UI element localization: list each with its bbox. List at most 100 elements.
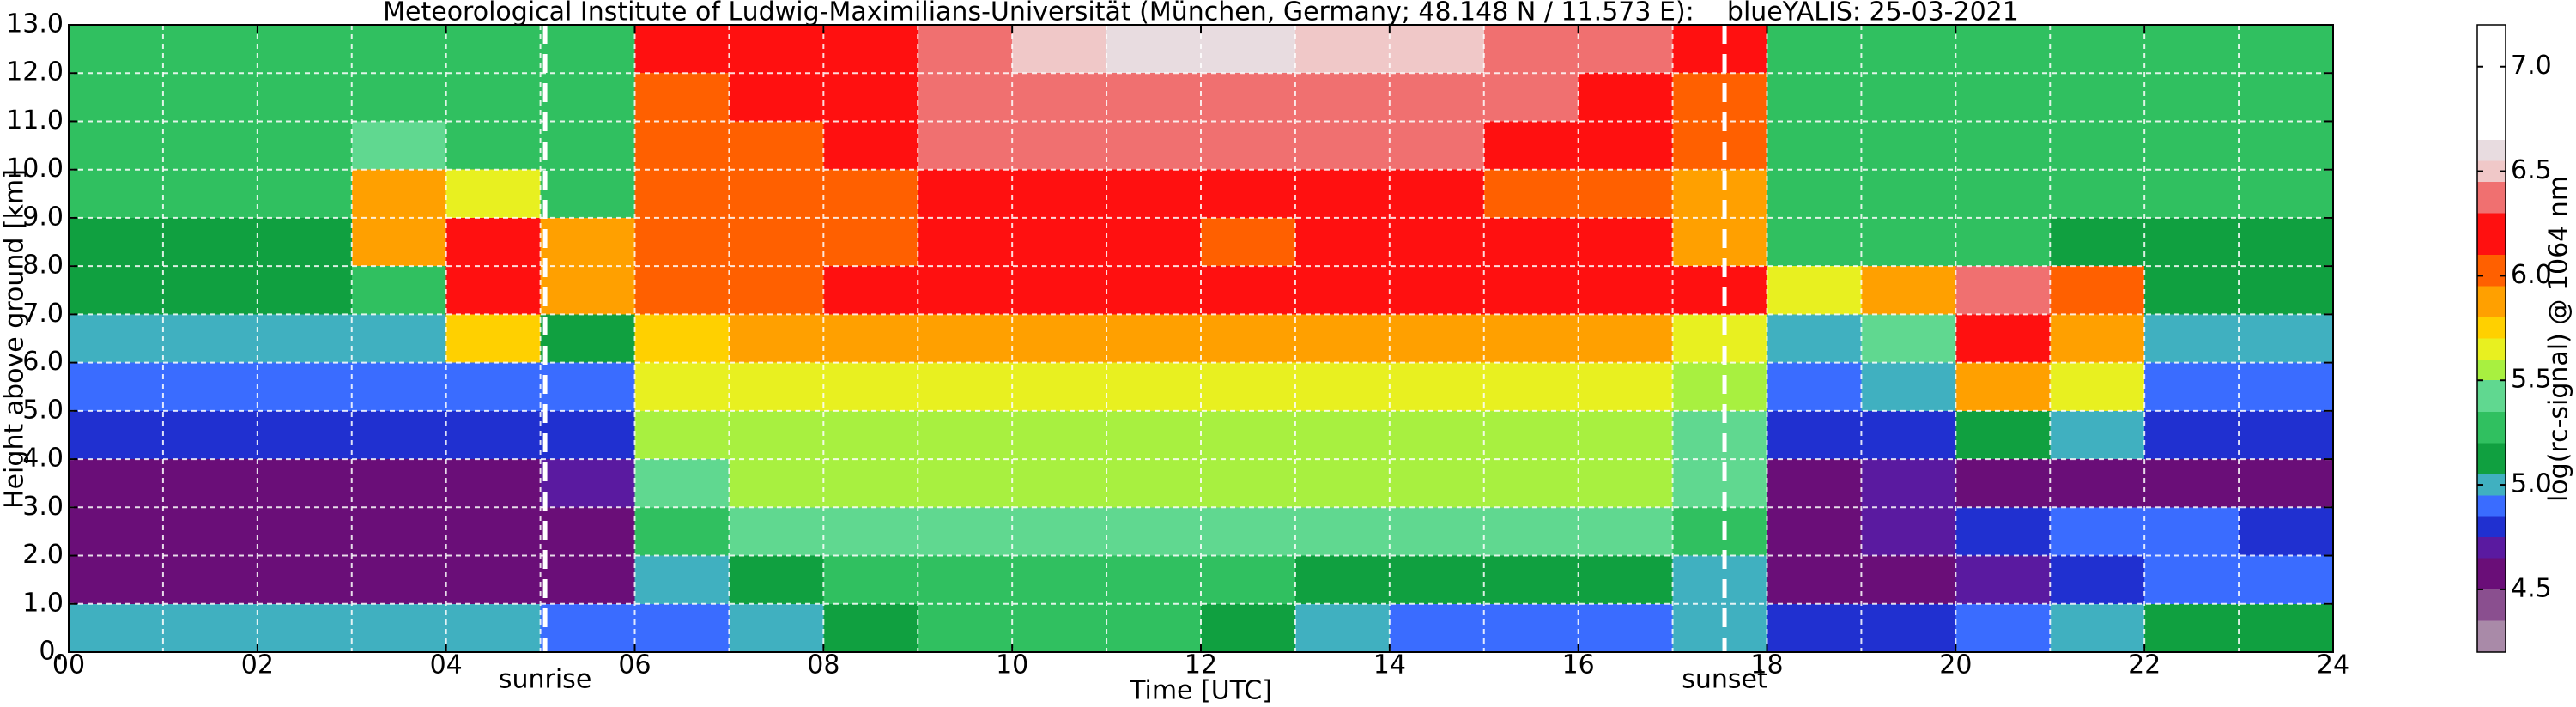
- heatmap-cell: [540, 459, 635, 508]
- heatmap-cell: [1201, 121, 1295, 170]
- heatmap-cell: [1672, 603, 1767, 652]
- heatmap-cell: [823, 169, 918, 218]
- heatmap-cell: [351, 217, 446, 267]
- heatmap-cell: [69, 169, 163, 218]
- heatmap-cell: [1483, 217, 1579, 267]
- heatmap-cell: [729, 362, 824, 411]
- heatmap-cell: [1578, 73, 1673, 122]
- heatmap-cell: [1201, 507, 1295, 556]
- colorbar-segment: [2477, 255, 2506, 287]
- heatmap-cell: [257, 410, 352, 460]
- heatmap-cell: [1106, 73, 1201, 122]
- heatmap-cell: [729, 121, 824, 170]
- heatmap-cell: [1106, 121, 1201, 170]
- heatmap-cell: [1767, 507, 1862, 556]
- heatmap-cell: [1012, 507, 1107, 556]
- heatmap-cell: [1294, 169, 1390, 218]
- heatmap-cell: [1955, 73, 2051, 122]
- heatmap-cell: [1767, 266, 1862, 315]
- heatmap-cell: [1483, 362, 1579, 411]
- heatmap-cell: [1389, 25, 1484, 74]
- heatmap-cell: [918, 266, 1013, 315]
- heatmap-cell: [1672, 73, 1767, 122]
- heatmap-cell: [445, 603, 541, 652]
- heatmap-cell: [1672, 314, 1767, 363]
- heatmap-cell: [1955, 410, 2051, 460]
- heatmap-cell: [1955, 266, 2051, 315]
- y-tick-label: 2.0: [22, 540, 64, 570]
- heatmap-cell: [445, 410, 541, 460]
- heatmap-cell: [918, 459, 1013, 508]
- y-tick-label: 8.0: [22, 251, 64, 281]
- heatmap-cell: [2144, 25, 2240, 74]
- heatmap-cell: [540, 73, 635, 122]
- heatmap-cell: [1106, 410, 1201, 460]
- heatmap-cell: [351, 603, 446, 652]
- y-axis-label: Height above ground [km]: [0, 169, 30, 509]
- heatmap-cell: [1012, 25, 1107, 74]
- heatmap-cell: [1012, 555, 1107, 604]
- heatmap-cell: [2239, 266, 2333, 315]
- heatmap-cell: [2144, 410, 2240, 460]
- colorbar-segment: [2477, 380, 2506, 412]
- heatmap-cell: [729, 266, 824, 315]
- heatmap-cell: [1012, 121, 1107, 170]
- x-tick-label: 20: [1939, 650, 1972, 680]
- heatmap-cell: [1106, 169, 1201, 218]
- heatmap-cell: [2050, 507, 2145, 556]
- heatmap-cell: [823, 217, 918, 267]
- heatmap-cell: [918, 217, 1013, 267]
- heatmap-cell: [1389, 603, 1484, 652]
- heatmap-cell: [1578, 266, 1673, 315]
- heatmap-cell: [2050, 73, 2145, 122]
- y-tick-label: 5.0: [22, 395, 64, 425]
- heatmap-cell: [1483, 73, 1579, 122]
- heatmap-cell: [2239, 555, 2333, 604]
- heatmap-cell: [1672, 121, 1767, 170]
- x-tick-label: 04: [430, 650, 463, 680]
- heatmap-cell: [2239, 314, 2333, 363]
- heatmap-cell: [162, 217, 258, 267]
- x-tick-label: 22: [2128, 650, 2161, 680]
- heatmap-cell: [1201, 410, 1295, 460]
- heatmap-cell: [2144, 555, 2240, 604]
- heatmap-cell: [1201, 459, 1295, 508]
- heatmap-cell: [918, 121, 1013, 170]
- heatmap-cell: [445, 362, 541, 411]
- heatmap-cell: [1483, 603, 1579, 652]
- heatmap-cell: [351, 507, 446, 556]
- heatmap-cell: [351, 266, 446, 315]
- x-axis-label: Time [UTC]: [1129, 676, 1272, 706]
- heatmap-cell: [918, 169, 1013, 218]
- y-tick-label: 12.0: [6, 57, 64, 88]
- heatmap-cell: [257, 25, 352, 74]
- heatmap-cell: [1578, 555, 1673, 604]
- colorbar-segment: [2477, 536, 2506, 559]
- heatmap-cell: [162, 121, 258, 170]
- heatmap-cell: [1106, 217, 1201, 267]
- x-tick-label: 06: [618, 650, 651, 680]
- heatmap-cell: [918, 555, 1013, 604]
- heatmap-cell: [823, 121, 918, 170]
- colorbar-tick-label: 5.5: [2511, 365, 2552, 395]
- heatmap-cell: [1483, 459, 1579, 508]
- heatmap-cell: [1294, 314, 1390, 363]
- heatmap-cell: [1012, 362, 1107, 411]
- heatmap-cell: [1106, 314, 1201, 363]
- heatmap-cell: [1861, 266, 1956, 315]
- heatmap-cell: [918, 362, 1013, 411]
- x-tick-label: 18: [1750, 650, 1783, 680]
- heatmap-cell: [1861, 121, 1956, 170]
- heatmap-cell: [445, 507, 541, 556]
- heatmap-cell: [1012, 314, 1107, 363]
- colorbar-segment: [2477, 286, 2506, 318]
- heatmap-cell: [257, 507, 352, 556]
- y-tick-label: 10.0: [6, 154, 64, 184]
- heatmap-cell: [2239, 459, 2333, 508]
- heatmap-cell: [540, 169, 635, 218]
- heatmap-cell: [634, 362, 730, 411]
- heatmap-cell: [1389, 314, 1484, 363]
- heatmap-cell: [729, 603, 824, 652]
- heatmap-cell: [1578, 410, 1673, 460]
- heatmap-cell: [1861, 217, 1956, 267]
